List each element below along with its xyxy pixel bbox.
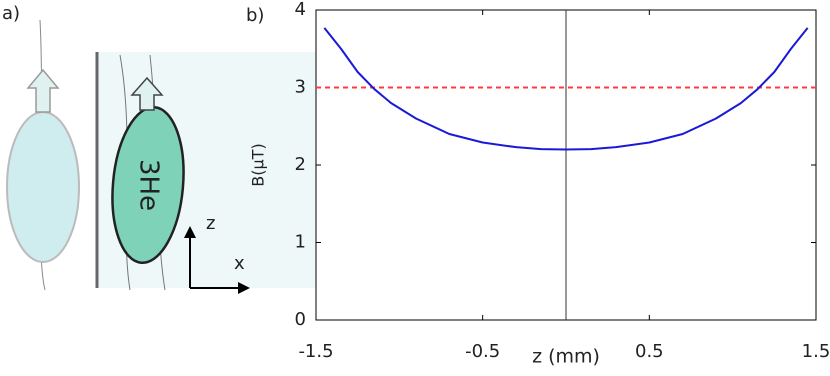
y-axis-label: B(μT) (249, 143, 268, 186)
y-tick-label: 0 (295, 309, 306, 330)
x-tick-label: 0.5 (635, 341, 664, 362)
spin-arrow (26, 68, 60, 113)
y-tick-label: 2 (295, 154, 306, 175)
spin-arrow (130, 76, 164, 111)
arrow-head (238, 282, 250, 294)
y-tick-label: 1 (295, 232, 306, 253)
x-tick-label: -0.5 (465, 341, 500, 362)
particle-label: 3He (134, 159, 164, 211)
x-tick-label: 1.5 (802, 341, 830, 362)
y-tick-label: 3 (295, 77, 306, 98)
axis-label: x (234, 253, 245, 274)
line-series (323, 27, 809, 151)
panel-label: b) (246, 5, 264, 26)
panel-label: a) (2, 3, 20, 24)
particle (111, 105, 185, 265)
arrow-head (184, 226, 196, 238)
x-axis-label: z (mm) (532, 346, 600, 368)
particle (6, 111, 80, 263)
axis-label: z (206, 213, 215, 234)
y-tick-label: 4 (295, 0, 306, 20)
x-tick-label: -1.5 (298, 341, 333, 362)
